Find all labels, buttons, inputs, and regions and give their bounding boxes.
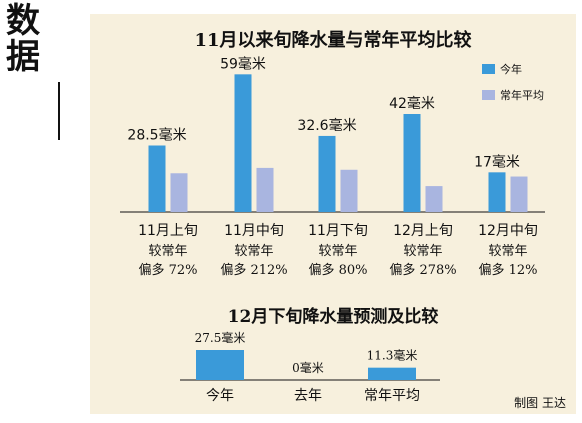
- comparison-prefix-4: 较常年: [403, 244, 442, 259]
- comparison-prefix-5: 较常年: [488, 244, 527, 259]
- bar-this-year-5: [488, 172, 506, 212]
- value-label-5: 17毫米: [474, 153, 520, 170]
- bar-this-year-1: [148, 145, 166, 212]
- comparison-prefix-3: 较常年: [318, 244, 357, 259]
- legend-label-normal: 常年平均: [500, 88, 544, 102]
- forecast-value-label-2: 0毫米: [292, 360, 324, 375]
- category-label-2: 11月中旬: [224, 223, 284, 239]
- legend-label-this-year: 今年: [500, 62, 522, 76]
- bar-this-year-4: [403, 114, 421, 212]
- comparison-note-3: 偏多 80%: [308, 262, 367, 278]
- comparison-note-5: 偏多 12%: [478, 262, 537, 278]
- bar-normal-4: [425, 186, 443, 212]
- value-label-3: 32.6毫米: [297, 117, 356, 134]
- comparison-prefix-1: 较常年: [148, 244, 187, 259]
- side-divider: [58, 82, 60, 140]
- comparison-note-2: 偏多 212%: [220, 262, 287, 278]
- forecast-bar-3: [368, 367, 416, 380]
- chart2-title: 12月下旬降水量预测及比较: [227, 307, 439, 327]
- chart1-title: 11月以来旬降水量与常年平均比较: [194, 30, 472, 51]
- bar-this-year-3: [318, 135, 336, 212]
- comparison-prefix-2: 较常年: [234, 244, 273, 259]
- comparison-note-1: 偏多 72%: [138, 262, 197, 278]
- comparison-note-4: 偏多 278%: [389, 262, 456, 278]
- forecast-category-1: 今年: [206, 388, 234, 404]
- legend-swatch-this-year: [482, 64, 495, 74]
- forecast-category-2: 去年: [294, 388, 322, 404]
- bar-normal-5: [510, 176, 528, 212]
- category-label-5: 12月中旬: [478, 223, 538, 239]
- bar-this-year-2: [234, 74, 252, 212]
- legend-swatch-normal: [482, 90, 495, 100]
- side-label-char-1: 数: [6, 1, 40, 41]
- infographic-panel: 11月以来旬降水量与常年平均比较 28.5毫米 11月上旬较常年偏多 72% 59毫…: [90, 14, 576, 414]
- category-label-3: 11月下旬: [308, 223, 368, 239]
- value-label-4: 42毫米: [389, 95, 435, 112]
- forecast-category-3: 常年平均: [364, 388, 420, 404]
- forecast-value-label-1: 27.5毫米: [195, 330, 246, 345]
- credit-label: 制图 王达: [514, 396, 566, 410]
- bar-normal-2: [256, 167, 274, 212]
- forecast-bar-1: [196, 350, 244, 380]
- side-label-char-2: 据: [6, 37, 40, 77]
- category-label-4: 12月上旬: [393, 223, 453, 239]
- bar-normal-3: [340, 169, 358, 212]
- value-label-1: 28.5毫米: [127, 127, 186, 144]
- value-label-2: 59毫米: [220, 55, 266, 72]
- forecast-value-label-3: 11.3毫米: [367, 348, 418, 363]
- category-label-1: 11月上旬: [138, 223, 198, 239]
- bar-normal-1: [170, 173, 188, 212]
